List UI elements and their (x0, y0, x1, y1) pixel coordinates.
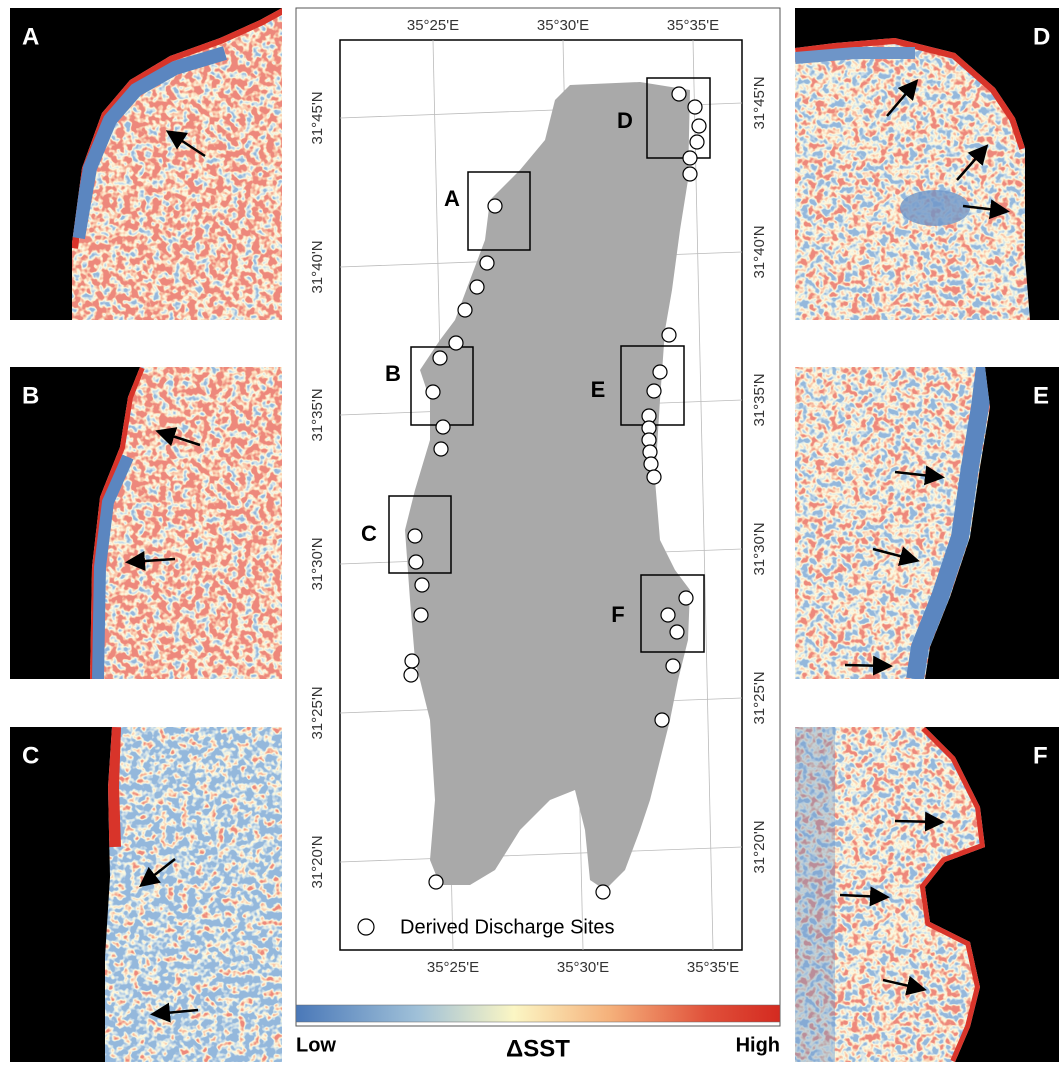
discharge-site (433, 351, 447, 365)
inset-label: F (611, 602, 624, 627)
legend-marker (358, 919, 374, 935)
discharge-site (434, 442, 448, 456)
discharge-site (666, 659, 680, 673)
inset-label: B (385, 361, 401, 386)
lat-label: 31°30'N (751, 522, 768, 575)
discharge-site (679, 591, 693, 605)
lon-label: 35°30'E (557, 959, 609, 976)
panel-label: B (22, 382, 39, 409)
discharge-site (662, 328, 676, 342)
lat-label: 31°45'N (751, 76, 768, 129)
discharge-site (683, 151, 697, 165)
colorbar-title: ΔSST (506, 1035, 570, 1062)
discharge-site (596, 885, 610, 899)
map: Derived Discharge Sites (296, 8, 780, 1026)
figure: A B C D E F (0, 0, 1059, 1067)
figure-canvas: A B C D E F (0, 0, 1059, 1067)
panel-a: A (10, 8, 282, 320)
lon-label: 35°30'E (537, 17, 589, 34)
discharge-site (683, 167, 697, 181)
lat-label: 31°45'N (309, 91, 326, 144)
panel-e: E (795, 367, 1059, 679)
inset-label: A (444, 186, 460, 211)
lon-label: 35°35'E (687, 959, 739, 976)
discharge-site (692, 119, 706, 133)
lon-label: 35°35'E (667, 17, 719, 34)
panel-b: B (10, 367, 282, 679)
colorbar-high: High (736, 1034, 780, 1056)
discharge-site (408, 529, 422, 543)
lat-label: 31°20'N (751, 820, 768, 873)
lat-label: 31°20'N (309, 835, 326, 888)
panel-label: F (1033, 742, 1048, 769)
discharge-site (655, 713, 669, 727)
discharge-site (488, 199, 502, 213)
discharge-site (688, 100, 702, 114)
lat-label: 31°40'N (751, 225, 768, 278)
discharge-site (429, 875, 443, 889)
discharge-site (470, 280, 484, 294)
lon-label: 35°25'E (407, 17, 459, 34)
discharge-site (436, 420, 450, 434)
lat-label: 31°30'N (309, 537, 326, 590)
discharge-site (690, 135, 704, 149)
discharge-site (672, 87, 686, 101)
discharge-site (670, 625, 684, 639)
lat-label: 31°25'N (309, 686, 326, 739)
discharge-site (653, 365, 667, 379)
lon-label: 35°25'E (427, 959, 479, 976)
lat-label: 31°35'N (751, 373, 768, 426)
colorbar-low: Low (296, 1034, 336, 1056)
panel-d: D (795, 8, 1059, 320)
colorbar (296, 1005, 780, 1022)
discharge-site (404, 668, 418, 682)
panel-label: D (1033, 23, 1050, 50)
inset-label: C (361, 521, 377, 546)
panel-f: F (795, 727, 1059, 1062)
discharge-site (426, 385, 440, 399)
inset-label: E (591, 377, 606, 402)
discharge-site (449, 336, 463, 350)
lat-label: 31°40'N (309, 240, 326, 293)
legend-text: Derived Discharge Sites (400, 916, 615, 938)
discharge-site (661, 608, 675, 622)
panel-c: C (10, 727, 282, 1062)
discharge-site (414, 608, 428, 622)
discharge-site (480, 256, 494, 270)
discharge-site (415, 578, 429, 592)
lat-label: 31°25'N (751, 671, 768, 724)
panel-label: C (22, 742, 39, 769)
panel-label: E (1033, 382, 1049, 409)
inset-label: D (617, 108, 633, 133)
panel-label: A (22, 23, 39, 50)
discharge-site (647, 384, 661, 398)
discharge-site (458, 303, 472, 317)
discharge-site (647, 470, 661, 484)
discharge-site (409, 555, 423, 569)
discharge-site (644, 457, 658, 471)
discharge-site (405, 654, 419, 668)
lat-label: 31°35'N (309, 388, 326, 441)
